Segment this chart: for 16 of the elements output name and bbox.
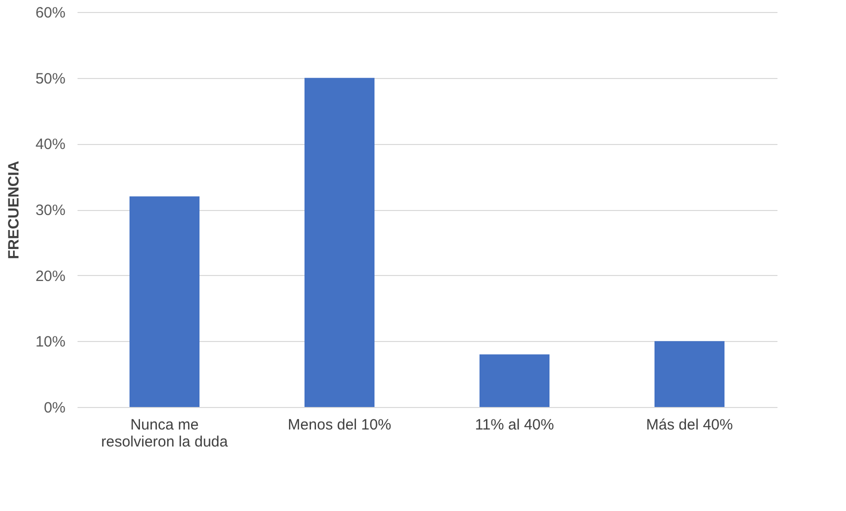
x-tick-label: Nunca me resolvieron la duda [101, 416, 229, 450]
x-tick-label: Más del 40% [646, 416, 733, 434]
y-tick-label: 10% [35, 334, 66, 351]
y-tick-label: 60% [35, 4, 66, 22]
x-tick-label: 11% al 40% [475, 416, 554, 434]
bar [130, 196, 200, 407]
y-tick-label: 40% [35, 136, 66, 154]
y-tick-label: 0% [44, 400, 66, 416]
bar [480, 354, 550, 407]
y-tick-label: 20% [35, 268, 66, 285]
y-axis-title: FRECUENCIA [5, 160, 22, 260]
bar [654, 341, 724, 407]
y-tick-label: 50% [35, 70, 66, 88]
bar [304, 78, 374, 407]
x-tick-label: Menos del 10% [288, 416, 392, 434]
y-tick-label: 30% [35, 202, 66, 219]
